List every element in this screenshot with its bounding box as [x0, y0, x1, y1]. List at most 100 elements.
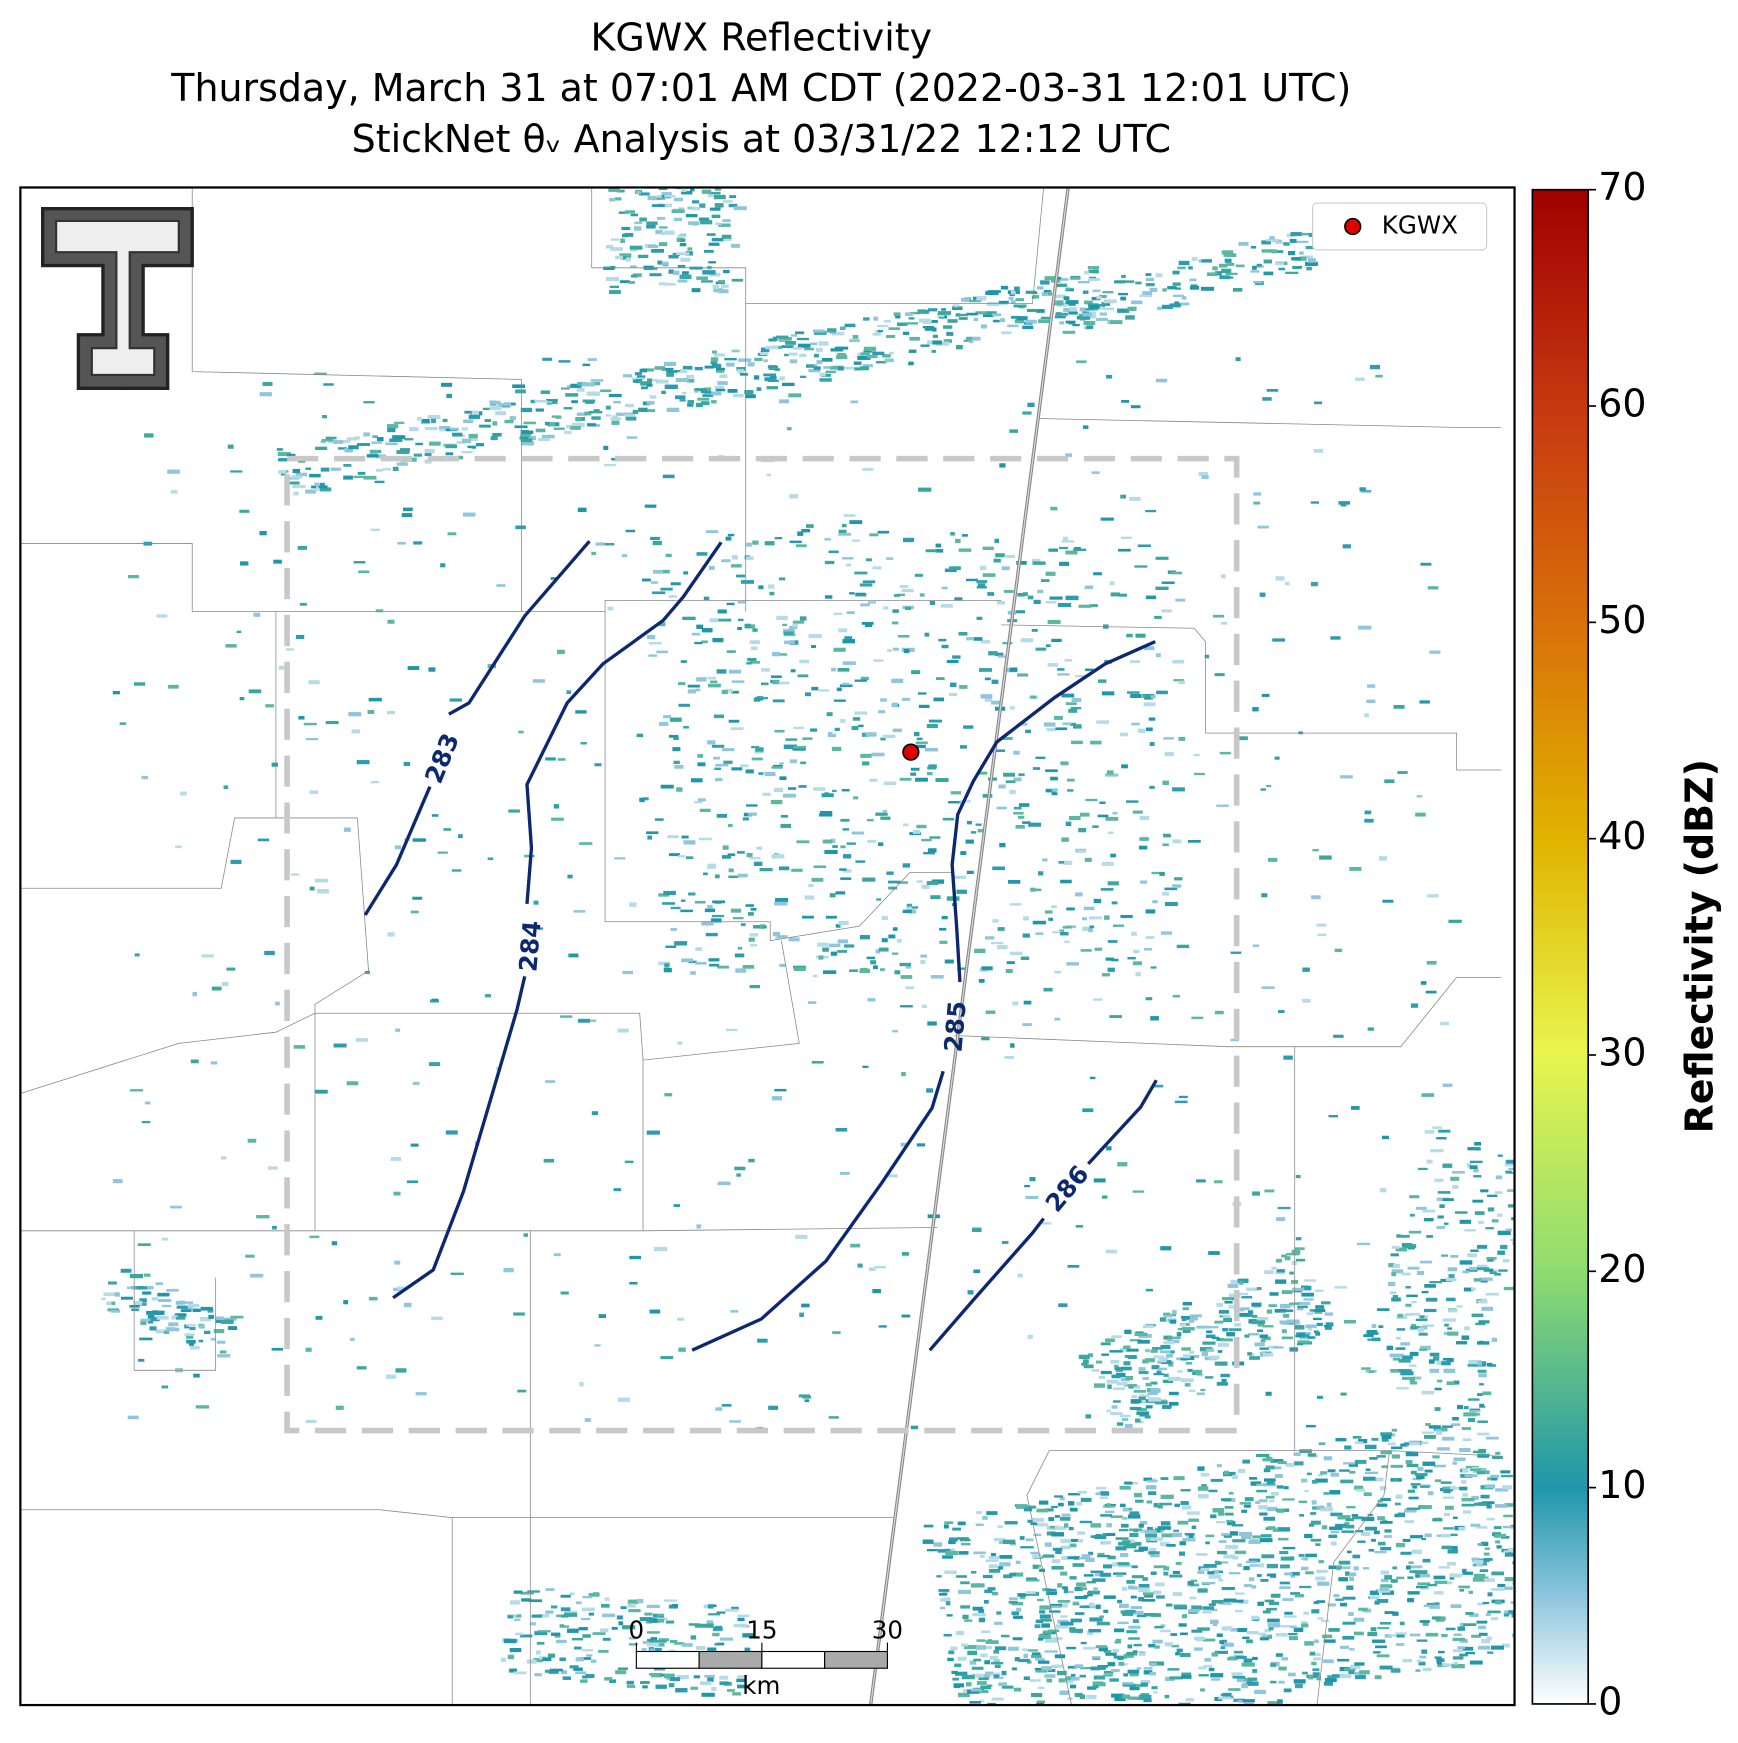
- radar-echo: [1231, 1672, 1243, 1676]
- radar-echo: [1055, 312, 1068, 316]
- radar-echo: [688, 1623, 700, 1626]
- radar-echo: [1297, 1307, 1304, 1311]
- radar-echo: [550, 577, 557, 580]
- radar-echo: [1438, 1566, 1450, 1569]
- radar-echo: [737, 1684, 750, 1689]
- radar-echo: [1469, 1660, 1483, 1665]
- radar-echo: [727, 533, 735, 537]
- radar-echo: [1224, 1506, 1234, 1509]
- radar-echo: [512, 384, 526, 388]
- radar-echo: [613, 400, 622, 404]
- radar-echo: [1088, 928, 1093, 933]
- radar-echo: [1252, 944, 1260, 948]
- radar-echo: [1212, 266, 1218, 271]
- radar-echo: [1200, 1473, 1210, 1477]
- radar-echo: [603, 463, 616, 467]
- radar-echo: [822, 839, 833, 844]
- radar-echo: [1295, 240, 1309, 243]
- radar-echo: [1157, 1526, 1171, 1530]
- radar-echo: [107, 1281, 117, 1285]
- radar-echo: [1208, 1574, 1222, 1579]
- radar-echo: [1380, 1578, 1389, 1583]
- radar-echo: [394, 1260, 401, 1265]
- radar-echo: [544, 1669, 551, 1673]
- radar-echo: [709, 618, 719, 623]
- radar-echo: [1389, 1353, 1403, 1358]
- radar-echo: [1002, 1539, 1016, 1545]
- radar-echo: [671, 209, 685, 214]
- radar-echo: [966, 820, 972, 825]
- radar-echo: [1343, 1320, 1356, 1324]
- radar-echo: [1480, 1541, 1489, 1546]
- radar-echo: [992, 919, 999, 923]
- radar-echo: [975, 1523, 984, 1526]
- radar-echo: [537, 438, 551, 441]
- radar-echo: [1376, 1308, 1390, 1311]
- radar-echo: [1397, 1313, 1403, 1318]
- radar-echo: [1181, 1327, 1195, 1331]
- radar-echo: [1084, 585, 1094, 590]
- radar-echo: [902, 331, 910, 335]
- radar-echo: [835, 1127, 848, 1132]
- radar-echo: [443, 828, 452, 831]
- radar-echo: [1434, 1479, 1442, 1483]
- radar-echo: [660, 587, 673, 591]
- radar-echo: [1226, 262, 1235, 266]
- radar-echo: [683, 175, 695, 178]
- radar-echo: [1232, 1474, 1239, 1480]
- radar-echo: [563, 430, 572, 434]
- radar-echo: [1325, 1322, 1334, 1327]
- radar-echo: [1477, 1645, 1490, 1650]
- radar-echo: [647, 244, 659, 249]
- radar-echo: [1389, 1634, 1397, 1637]
- radar-echo: [1175, 598, 1186, 602]
- radar-echo: [892, 702, 898, 707]
- radar-echo: [1437, 1650, 1445, 1654]
- radar-echo: [1206, 1330, 1213, 1334]
- radar-echo: [1376, 1455, 1386, 1458]
- radar-echo: [801, 528, 811, 533]
- radar-echo: [1335, 1598, 1344, 1601]
- radar-echo: [1032, 920, 1046, 925]
- radar-echo: [714, 1625, 723, 1630]
- radar-echo: [868, 601, 877, 604]
- radar-echo: [951, 1670, 958, 1674]
- radar-echo: [1315, 1478, 1328, 1483]
- radar-echo: [1295, 265, 1303, 269]
- radar-echo: [610, 238, 620, 241]
- radar-echo: [579, 1679, 588, 1683]
- radar-echo: [1238, 241, 1249, 246]
- radar-echo: [1328, 1565, 1342, 1570]
- radar-echo: [396, 450, 410, 455]
- radar-echo: [1214, 1650, 1228, 1654]
- radar-echo: [935, 778, 949, 783]
- radar-echo: [1409, 1351, 1419, 1357]
- radar-echo: [1338, 501, 1351, 505]
- radar-echo: [1330, 1530, 1340, 1534]
- radar-echo: [129, 1304, 140, 1308]
- radar-echo: [960, 851, 967, 856]
- radar-echo: [1115, 1537, 1129, 1540]
- radar-echo: [656, 216, 666, 220]
- radar-echo: [916, 824, 927, 829]
- radar-echo: [357, 471, 366, 475]
- radar-echo: [1121, 1586, 1128, 1591]
- radar-echo: [1120, 1414, 1131, 1418]
- radar-echo: [1015, 610, 1026, 614]
- radar-echo: [968, 340, 974, 344]
- radar-echo: [829, 893, 836, 898]
- radar-echo: [1169, 303, 1181, 308]
- radar-echo: [701, 189, 712, 194]
- radar-echo: [714, 767, 722, 771]
- radar-echo: [1139, 294, 1153, 298]
- radar-echo: [753, 925, 765, 929]
- radar-echo: [1081, 1363, 1088, 1366]
- radar-echo: [731, 767, 743, 771]
- radar-echo: [1178, 736, 1186, 741]
- radar-echo: [1314, 1639, 1319, 1644]
- radar-echo: [239, 509, 250, 513]
- radar-echo: [424, 452, 432, 456]
- radar-echo: [523, 1233, 529, 1237]
- radar-echo: [1083, 1364, 1094, 1369]
